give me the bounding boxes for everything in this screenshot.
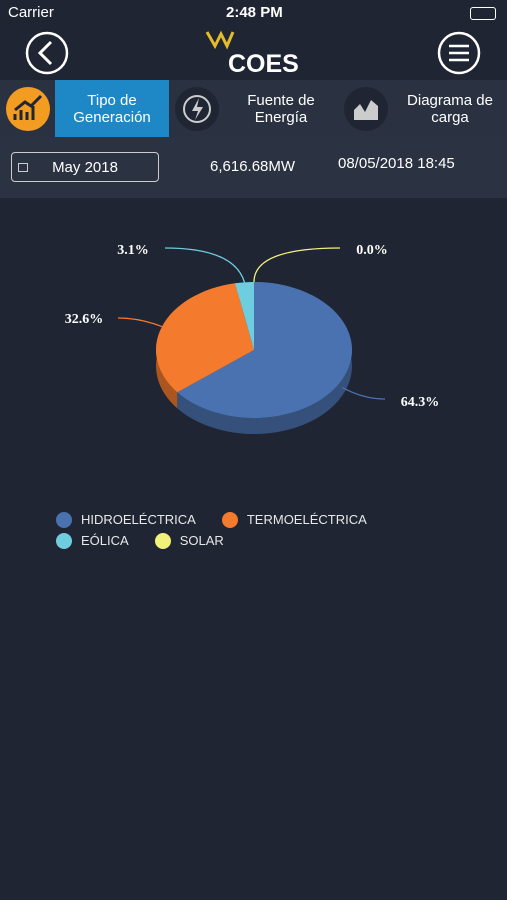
carrier: Carrier xyxy=(8,4,54,21)
legend-label: HIDROELÉCTRICA xyxy=(81,512,196,527)
status-bar: Carrier 2:48 PM xyxy=(0,0,507,26)
logo-icon xyxy=(205,30,235,50)
info-bar: May 2018 6,616.68MW 08/05/2018 18:45 xyxy=(0,137,507,198)
leader-line xyxy=(117,317,163,328)
pie-chart: 64.3% 32.6% 3.1% 0.0% xyxy=(65,243,440,434)
pie-slice xyxy=(235,282,254,350)
back-button[interactable] xyxy=(24,30,70,76)
logo: COES xyxy=(228,50,299,78)
legend-item: SOLAR xyxy=(154,530,224,551)
legend-item: HIDROELÉCTRICA xyxy=(56,509,196,530)
tab-bar: Tipo de Generación Fuente de Energía Dia… xyxy=(0,80,507,137)
datetime: 08/05/2018 18:45 xyxy=(338,155,455,172)
data-label: 3.1% xyxy=(117,243,149,258)
tab[interactable]: Diagrama de carga xyxy=(407,91,493,126)
pie-slice xyxy=(177,282,352,418)
legend-item: TERMOELÉCTRICA xyxy=(221,509,367,530)
tab-icon[interactable] xyxy=(338,80,393,137)
tab[interactable]: Fuente de Energía xyxy=(247,91,315,126)
data-label: 32.6% xyxy=(65,312,104,327)
tab-icon[interactable] xyxy=(169,80,224,137)
legend-label: EÓLICA xyxy=(81,533,129,548)
leader-line xyxy=(164,247,246,283)
legend-item: EÓLICA xyxy=(56,530,129,551)
legend: HIDROELÉCTRICA TERMOELÉCTRICA EÓLICA SOLAR xyxy=(56,509,486,551)
legend-label: TERMOELÉCTRICA xyxy=(246,512,367,527)
data-label: 0.0% xyxy=(356,243,388,258)
battery xyxy=(470,7,496,20)
legend-swatch xyxy=(56,511,72,528)
header: COES xyxy=(0,26,507,80)
tab[interactable]: Tipo de Generación xyxy=(55,80,169,137)
menu-button[interactable] xyxy=(436,30,482,76)
legend-swatch xyxy=(154,532,171,549)
time: 2:48 PM xyxy=(226,4,283,21)
data-label: 64.3% xyxy=(401,395,440,410)
pie-slice-side xyxy=(177,282,352,434)
leader-line xyxy=(253,247,341,283)
total-power: 6,616.68MW xyxy=(210,158,296,175)
tab-icon[interactable] xyxy=(0,80,55,137)
legend-swatch xyxy=(221,511,238,528)
legend-swatch xyxy=(56,532,72,549)
month: May 2018 xyxy=(52,158,118,176)
leader-line xyxy=(341,386,386,400)
month-picker[interactable]: May 2018 xyxy=(11,152,159,182)
legend-label: SOLAR xyxy=(179,533,224,548)
pie-slice xyxy=(156,283,254,393)
